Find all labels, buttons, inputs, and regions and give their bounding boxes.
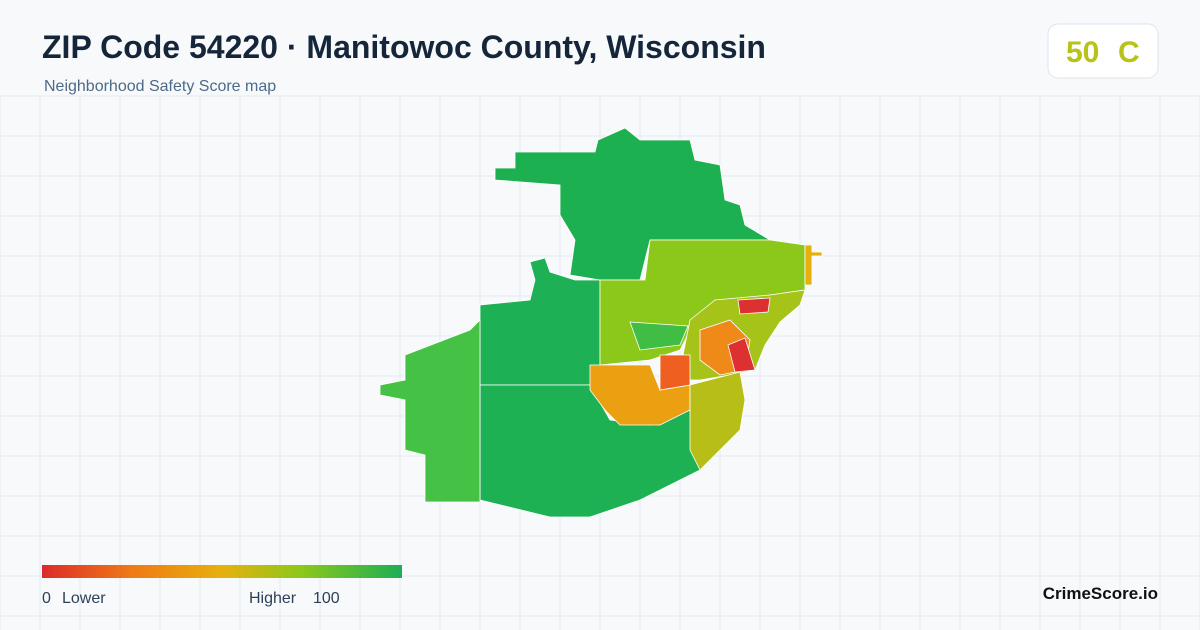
legend-min: 0 xyxy=(42,590,51,607)
legend-min-label: Lower xyxy=(62,590,106,607)
title: ZIP Code 54220 · Manitowoc County, Wisco… xyxy=(42,29,766,65)
legend-max-label: Higher xyxy=(249,590,297,607)
score-value: 50 xyxy=(1066,36,1099,69)
legend-max: 100 xyxy=(313,590,340,607)
score-badge xyxy=(1047,23,1159,79)
region xyxy=(659,354,691,391)
subtitle: Neighborhood Safety Score map xyxy=(44,78,276,95)
region xyxy=(479,384,701,518)
region xyxy=(589,364,691,426)
region xyxy=(804,244,823,286)
region xyxy=(737,297,771,315)
legend-bar xyxy=(42,565,402,578)
region xyxy=(379,319,481,503)
brand: CrimeScore.io xyxy=(1043,584,1158,603)
map xyxy=(379,127,823,518)
region xyxy=(629,321,689,351)
region xyxy=(689,371,746,471)
region xyxy=(727,337,756,373)
score-grade: C xyxy=(1118,36,1140,69)
